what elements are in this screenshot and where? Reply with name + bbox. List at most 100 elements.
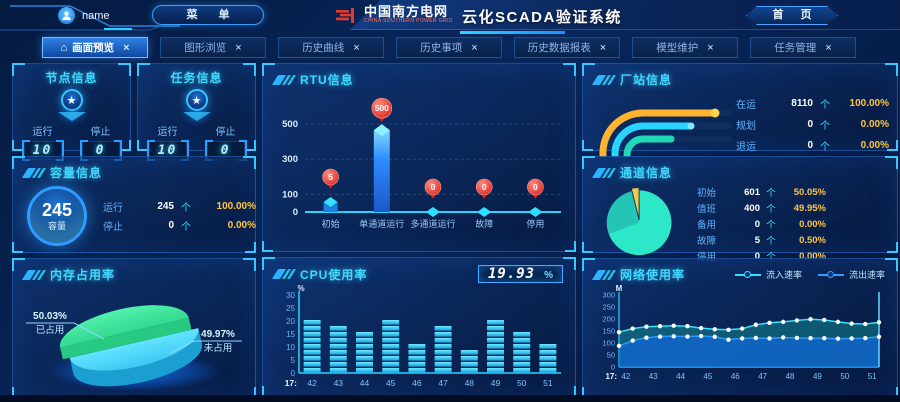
title-slashes-icon [271, 74, 297, 85]
run-label: 运行 [32, 127, 53, 138]
tab-label: 画面预览 [72, 42, 115, 54]
panel-title: CPU使用率 [300, 267, 368, 282]
corner-decoration [887, 242, 898, 253]
corner-decoration [565, 386, 576, 397]
cpu-value: 19.93 [487, 266, 536, 282]
tab-5[interactable]: 历史数据报表 × [514, 37, 620, 58]
svg-text:5: 5 [291, 356, 296, 365]
svg-text:50: 50 [607, 351, 615, 360]
svg-text:15: 15 [286, 330, 295, 339]
memory-free-percent: 49.97% [201, 329, 235, 340]
cpu-bar-chart: 0 5 10 15 20 25 30% 42 43 44 45 46 47 48 49 50 51 17: [285, 284, 561, 388]
svg-text:停用: 停用 [526, 218, 544, 229]
tab-close-icon[interactable]: × [707, 41, 714, 54]
home-icon: ⌂ [60, 41, 68, 54]
title-slashes-icon [21, 167, 47, 178]
stat-row: 初始 601 个 50.05% [697, 186, 826, 200]
svg-text:17:: 17: [605, 372, 617, 381]
corner-decoration [582, 140, 593, 151]
svg-text:42: 42 [621, 372, 630, 381]
stat-row: 运行 245 个 100.00% [103, 201, 256, 214]
svg-text:0: 0 [291, 369, 296, 378]
tab-bar: ⌂ 画面预览 × 图形浏览 × 历史曲线 × 历史事项 × 历史数据报表 × 模型维护 × 任务管理 × [42, 37, 888, 59]
tab-close-icon[interactable]: × [471, 41, 478, 54]
memory-pie-chart: 50.03% 已占用 49.97% 未占用 [26, 305, 242, 391]
tab-label: 历史曲线 [302, 42, 345, 54]
corner-decoration [245, 140, 256, 151]
panel-title: 内存占用率 [50, 268, 116, 282]
title-slashes-icon [21, 269, 47, 280]
tab-close-icon[interactable]: × [353, 41, 360, 54]
svg-text:多通道运行: 多通道运行 [410, 218, 455, 229]
svg-text:25: 25 [286, 304, 295, 313]
memory-used-label: 已占用 [36, 324, 65, 336]
svg-text:44: 44 [676, 372, 685, 381]
svg-text:单通道运行: 单通道运行 [359, 218, 404, 229]
tab-6[interactable]: 模型维护 × [632, 37, 738, 58]
svg-text:51: 51 [543, 378, 553, 388]
svg-text:47: 47 [438, 378, 448, 388]
cpu-value-display: 19.93 % [477, 265, 563, 283]
tab-label: 历史数据报表 [527, 42, 591, 54]
panel-title: 通道信息 [620, 166, 673, 180]
svg-text:30: 30 [286, 291, 295, 300]
stat-row: 值班 400 个 49.95% [697, 202, 826, 216]
stat-row: 退运 0 个 0.00% [736, 140, 889, 153]
svg-text:故障: 故障 [475, 218, 493, 229]
tab-close-icon[interactable]: × [599, 41, 607, 54]
svg-text:500: 500 [282, 119, 298, 130]
stop-label: 停止 [215, 127, 236, 138]
capacity-gauge: 245 容量 [27, 186, 87, 246]
menu-button[interactable]: 菜 单 [152, 5, 264, 25]
svg-text:43: 43 [334, 378, 344, 388]
tab-close-icon[interactable]: × [235, 41, 242, 54]
svg-text:初始: 初始 [322, 218, 340, 229]
tab-7[interactable]: 任务管理 × [750, 37, 856, 58]
svg-text:44: 44 [360, 378, 370, 388]
logo-subtitle: CHINA SOUTHERN POWER GRID [364, 18, 453, 24]
svg-text:46: 46 [731, 372, 740, 381]
user-avatar-icon [58, 7, 75, 24]
tab-close-icon[interactable]: × [825, 41, 832, 54]
tab-2[interactable]: 图形浏览 × [160, 37, 266, 58]
svg-text:0: 0 [482, 182, 487, 192]
tab-4[interactable]: 历史事项 × [396, 37, 502, 58]
svg-text:500: 500 [375, 103, 389, 113]
svg-text:0: 0 [533, 182, 538, 192]
user-chip[interactable]: name [58, 7, 132, 30]
network-usage-panel: 网络使用率 流入速率 流出速率 0 50 100 150 200 250 300 M 42 43 4… [582, 258, 898, 398]
corner-decoration [245, 242, 256, 253]
user-name: name [82, 9, 110, 22]
logo-title: 中国南方电网 [364, 4, 449, 19]
tab-3[interactable]: 历史曲线 × [278, 37, 384, 58]
page-title: 云化SCADA验证系统 [460, 6, 622, 34]
stat-row: 在运 8110 个 100.00% [736, 98, 889, 111]
memory-free-label: 未占用 [204, 342, 233, 354]
legend-label: 流入速率 [765, 270, 802, 280]
company-logo: 中国南方电网 CHINA SOUTHERN POWER GRID [334, 4, 453, 24]
right-column: 厂站信息 在运 8110 个 100.00% 规划 0 个 [582, 63, 898, 398]
home-button[interactable]: 首 页 [746, 6, 838, 25]
svg-text:45: 45 [386, 378, 396, 388]
svg-text:47: 47 [758, 372, 767, 381]
middle-column: RTU信息 0 100 300 500 5 初始 500 单通道运行 0 多通道运行 0 故障 0 停用 … [262, 63, 576, 397]
svg-text:42: 42 [307, 378, 317, 388]
run-label: 运行 [157, 127, 178, 138]
svg-text:17:: 17: [285, 378, 297, 388]
svg-text:%: % [297, 284, 304, 293]
tab-1[interactable]: ⌂ 画面预览 × [42, 37, 148, 58]
svg-text:300: 300 [602, 291, 615, 300]
rtu-bar-chart: 0 100 300 500 5 初始 500 单通道运行 0 多通道运行 0 故障 0 停用 [282, 97, 561, 229]
svg-text:46: 46 [412, 378, 422, 388]
corner-decoration [12, 387, 23, 398]
channel-pie-chart [606, 187, 672, 256]
capacity-total-label: 容量 [47, 220, 66, 231]
svg-text:150: 150 [602, 327, 615, 336]
corner-decoration [887, 140, 898, 151]
tab-close-icon[interactable]: × [123, 41, 130, 54]
stat-row: 停止 0 个 0.00% [103, 220, 256, 233]
node-badge-icon: ★ [52, 89, 92, 121]
stat-row: 备用 0 个 0.00% [697, 218, 826, 232]
tab-label: 历史事项 [420, 42, 463, 54]
